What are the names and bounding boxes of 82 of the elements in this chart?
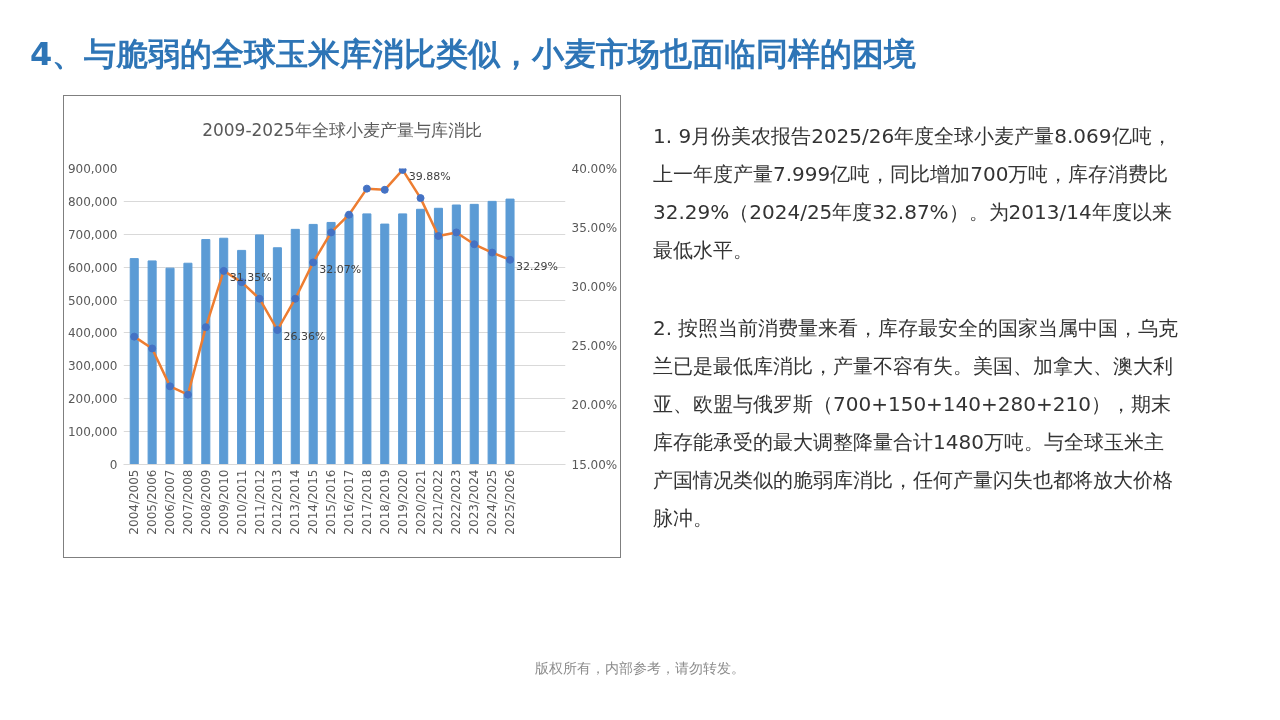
point bbox=[130, 332, 139, 341]
point bbox=[201, 323, 210, 332]
point bbox=[434, 231, 443, 240]
bar bbox=[380, 223, 390, 465]
y2-tick-label: 35.00% bbox=[571, 220, 618, 235]
point bbox=[183, 390, 192, 399]
bar bbox=[451, 204, 461, 465]
x-tick-label: 2022/2023 bbox=[449, 469, 464, 535]
bar bbox=[272, 247, 282, 465]
point bbox=[166, 382, 175, 391]
chart-title: 4、与脆弱的全球玉米库消比类似，小麦市场也面临同样的困境 bbox=[29, 34, 917, 75]
x-tick-label: 2010/2011 bbox=[234, 469, 249, 535]
y-tick-label: 700,000 bbox=[67, 227, 118, 242]
x-tick-label: 2012/2013 bbox=[270, 469, 285, 535]
y2-tick-label: 15.00% bbox=[571, 457, 618, 472]
x-tick-label: 2016/2017 bbox=[341, 469, 356, 535]
point bbox=[219, 266, 228, 275]
text: 2. 按照当前消费量来看，库存最安全的国家当属中国，乌克兰已是最低库消比，产量不容有失。美国、加拿大、澳大利亚、欧盟与俄罗斯（700+150+140+280+210），期末库存能承受的最大调整降量合计1480万吨。与全球玉米主产国情况类似的脆弱库消比，任何产量闪失也都将放大价格脉冲。 bbox=[653, 315, 1180, 532]
point bbox=[506, 255, 515, 264]
bar bbox=[398, 213, 408, 465]
x-tick-label: 2025/2026 bbox=[503, 469, 518, 535]
point bbox=[452, 228, 461, 237]
bar bbox=[129, 258, 139, 465]
y-tick-label: 400,000 bbox=[67, 326, 118, 341]
x-tick-label: 2014/2015 bbox=[306, 469, 321, 535]
point bbox=[291, 294, 300, 303]
chart-subtitle: 2009-2025年全球小麦产量与库消比 bbox=[201, 119, 483, 142]
bar bbox=[416, 208, 426, 465]
bar bbox=[183, 262, 193, 465]
x-tick-label: 2023/2024 bbox=[467, 469, 482, 535]
y-tick-label: 600,000 bbox=[67, 260, 118, 275]
x-tick-label: 2017/2018 bbox=[359, 469, 374, 535]
y2-tick-label: 20.00% bbox=[571, 398, 618, 413]
y-tick-label: 900,000 bbox=[67, 162, 118, 176]
y-tick-label: 300,000 bbox=[67, 359, 118, 374]
point bbox=[327, 228, 336, 237]
point bbox=[416, 194, 425, 203]
point bbox=[148, 344, 157, 353]
x-tick-label: 2011/2012 bbox=[252, 469, 267, 535]
text: 版权所有，内部参考，请勿转发。 bbox=[534, 659, 746, 678]
data-label: 39.88% bbox=[408, 170, 451, 184]
y-tick-label: 100,000 bbox=[67, 425, 118, 440]
x-tick-label: 2019/2020 bbox=[395, 469, 410, 535]
x-tick-label: 2015/2016 bbox=[324, 469, 339, 535]
point bbox=[255, 294, 264, 303]
bar bbox=[487, 200, 497, 465]
point bbox=[380, 185, 389, 194]
text: 1. 9月份美农报告2025/26年度全球小麦产量8.069亿吨，上一年度产量7.999亿吨，同比增加700万吨，库存消费比32.29%（2024/25年度32.87%）。为2013/14年度以来最低水平。 bbox=[653, 123, 1173, 264]
x-tick-label: 2013/2014 bbox=[288, 469, 303, 535]
point bbox=[488, 248, 497, 257]
bar bbox=[219, 237, 229, 465]
bar bbox=[201, 239, 211, 465]
x-tick-label: 2024/2025 bbox=[485, 469, 500, 535]
x-tick-label: 2020/2021 bbox=[413, 469, 428, 535]
bar bbox=[469, 203, 479, 465]
y2-tick-label: 40.00% bbox=[571, 161, 618, 176]
x-tick-label: 2008/2009 bbox=[198, 469, 213, 535]
y2-tick-label: 25.00% bbox=[571, 339, 618, 354]
bar bbox=[165, 267, 175, 465]
bar bbox=[362, 213, 372, 465]
point bbox=[470, 240, 479, 249]
bar bbox=[505, 198, 515, 465]
bar bbox=[147, 260, 157, 465]
point bbox=[309, 258, 318, 267]
point bbox=[362, 184, 371, 193]
x-tick-label: 2006/2007 bbox=[163, 469, 178, 535]
data-label: 31.35% bbox=[229, 271, 272, 285]
y-tick-label: 0 bbox=[109, 458, 118, 472]
y2-tick-label: 30.00% bbox=[571, 279, 618, 294]
point bbox=[273, 326, 282, 334]
x-tick-label: 2005/2006 bbox=[145, 469, 160, 535]
y-tick-label: 500,000 bbox=[67, 293, 118, 308]
x-tick-label: 2018/2019 bbox=[377, 469, 392, 535]
data-label: 32.29% bbox=[516, 260, 558, 274]
y-tick-label: 800,000 bbox=[67, 194, 118, 209]
x-tick-label: 2007/2008 bbox=[180, 469, 195, 535]
point bbox=[344, 210, 353, 219]
bar bbox=[433, 207, 443, 465]
x-tick-label: 2004/2005 bbox=[127, 469, 142, 535]
x-tick-label: 2021/2022 bbox=[431, 469, 446, 535]
x-tick-label: 2009/2010 bbox=[216, 469, 231, 535]
y-tick-label: 200,000 bbox=[67, 392, 118, 407]
